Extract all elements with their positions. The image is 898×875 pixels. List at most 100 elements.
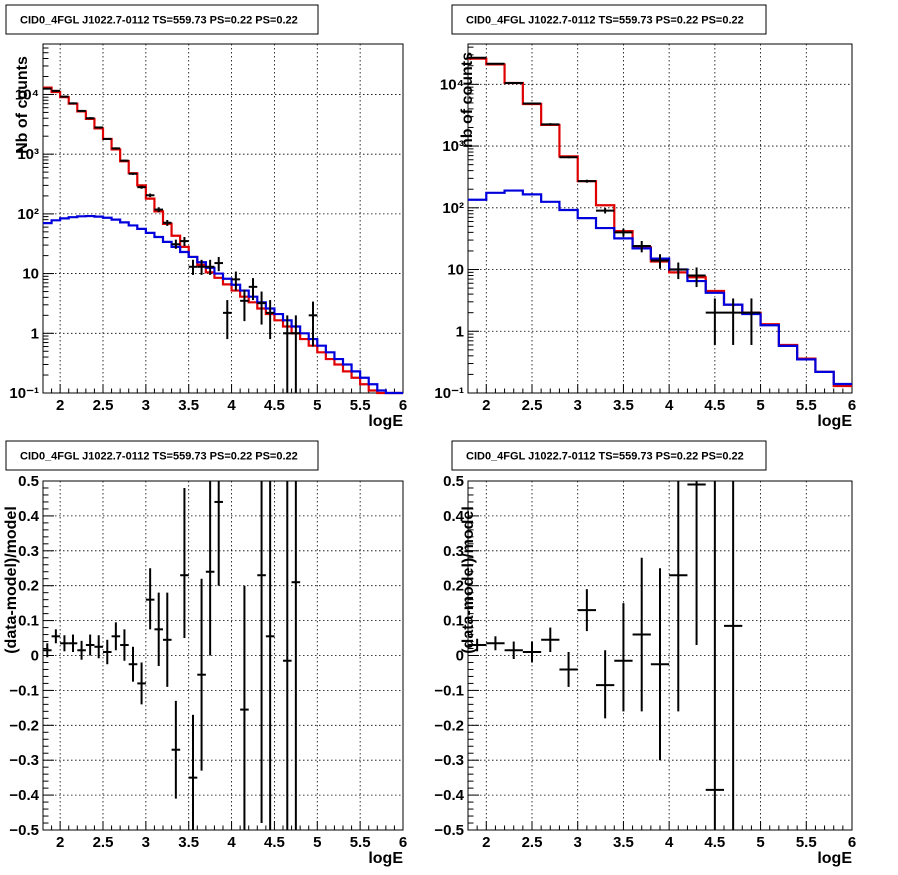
x-axis-label: logE: [817, 850, 852, 867]
data-point: [614, 603, 633, 712]
data-point: [724, 481, 743, 830]
x-tick-label: 3.5: [178, 834, 199, 851]
data-point: [265, 481, 275, 830]
y-axis-label: (data-model)/model: [460, 506, 477, 654]
data-point: [468, 638, 487, 652]
data-point: [94, 126, 103, 129]
y-tick-label: 10⁴: [15, 86, 39, 103]
x-tick-label: 3.5: [613, 397, 634, 414]
data-point: [145, 193, 155, 198]
x-tick-label: 6: [399, 397, 407, 414]
data-point: [68, 634, 78, 653]
data-point: [632, 557, 651, 712]
data-point: [145, 568, 155, 630]
x-tick-label: 5.5: [796, 397, 817, 414]
data-point: [180, 236, 189, 246]
x-axis-label: logE: [368, 850, 403, 867]
x-tick-label: 4.5: [704, 834, 725, 851]
data-point: [559, 156, 578, 159]
x-tick-label: 2: [56, 834, 64, 851]
data-point: [111, 147, 121, 150]
x-tick-label: 4: [665, 397, 674, 414]
y-tick-label: 10³: [442, 138, 464, 155]
data-point: [205, 259, 215, 275]
data-point: [60, 95, 69, 98]
data-point: [291, 315, 301, 393]
data-point: [128, 646, 138, 682]
data-point: [128, 172, 138, 175]
data-point: [724, 298, 743, 345]
y-axis-label: Nb of counts: [14, 56, 31, 154]
data-point: [197, 578, 206, 771]
plot-frame: [42, 43, 404, 394]
model-total-histogram: [468, 57, 852, 388]
y-tick-label: 0.5: [18, 473, 39, 490]
data-point: [596, 650, 615, 719]
data-point: [577, 179, 596, 183]
data-point: [94, 635, 103, 659]
y-tick-label: 0.4: [18, 508, 40, 525]
grid: [43, 44, 403, 393]
y-tick-label: 10²: [442, 200, 464, 217]
data-point: [163, 592, 172, 687]
y-tick-label: −0.3: [434, 752, 464, 769]
data-point: [163, 219, 172, 226]
data-point: [596, 208, 615, 214]
plot-frame: [467, 43, 853, 394]
chart-title: CID0_4FGL J1022.7-0112 TS=559.73 PS=0.22…: [466, 451, 744, 463]
data-points: [468, 481, 743, 830]
chart-panel-3: 2 2.5 3 3.5 4 4.5 5 5.5 6 −0.5 −0.4 −0.3 −0.2 −0.1 0 0.…: [3, 440, 407, 867]
title-box: [451, 4, 767, 35]
data-point: [687, 481, 706, 646]
data-point: [103, 137, 112, 140]
x-axis-label: logE: [817, 413, 852, 430]
x-tick-label: 3: [574, 397, 582, 414]
y-tick-label: 10⁻¹: [9, 385, 39, 402]
x-tick-label: 6: [848, 397, 856, 414]
x-axis-ticks: [42, 821, 404, 830]
data-point: [171, 239, 181, 249]
data-point: [283, 481, 292, 830]
model-component-histogram: [468, 189, 852, 386]
data-point: [705, 481, 724, 830]
data-point: [541, 627, 560, 653]
data-point: [291, 481, 301, 830]
x-tick-label: 2: [56, 397, 64, 414]
data-point: [742, 298, 761, 345]
data-points: [43, 481, 301, 830]
x-tick-label: 3: [142, 397, 150, 414]
data-point: [214, 481, 223, 586]
data-point: [308, 301, 318, 347]
model-component-histogram: [43, 214, 403, 395]
data-point: [85, 117, 95, 120]
data-point: [522, 641, 542, 663]
x-tick-label: 5: [313, 397, 321, 414]
x-tick-label: 3: [574, 834, 582, 851]
y-tick-label: 0.1: [18, 613, 39, 630]
data-point: [137, 662, 146, 705]
x-tick-label: 6: [848, 834, 856, 851]
data-point: [265, 300, 275, 340]
x-tick-label: 5.5: [350, 397, 371, 414]
y-tick-label: −0.1: [9, 682, 39, 699]
chart-title: CID0_4FGL J1022.7-0112 TS=559.73 PS=0.22…: [466, 15, 744, 27]
data-point: [257, 291, 266, 325]
data-point: [614, 228, 633, 237]
data-point: [257, 481, 266, 824]
y-tick-label: 10⁻¹: [434, 385, 464, 402]
x-tick-label: 2.5: [93, 834, 114, 851]
y-tick-label: −0.1: [434, 682, 464, 699]
x-tick-label: 2: [482, 397, 490, 414]
data-point: [51, 89, 61, 92]
y-tick-label: −0.3: [9, 752, 39, 769]
x-tick-label: 2.5: [522, 397, 543, 414]
data-point: [223, 300, 232, 340]
x-tick-label: 3: [142, 834, 150, 851]
data-point: [559, 652, 578, 687]
data-point: [541, 123, 560, 126]
y-tick-label: 0.4: [443, 508, 465, 525]
data-point: [248, 278, 258, 301]
chart-title: CID0_4FGL J1022.7-0112 TS=559.73 PS=0.22…: [20, 15, 298, 27]
x-axis-label: logE: [368, 413, 403, 430]
x-tick-label: 2: [482, 834, 490, 851]
